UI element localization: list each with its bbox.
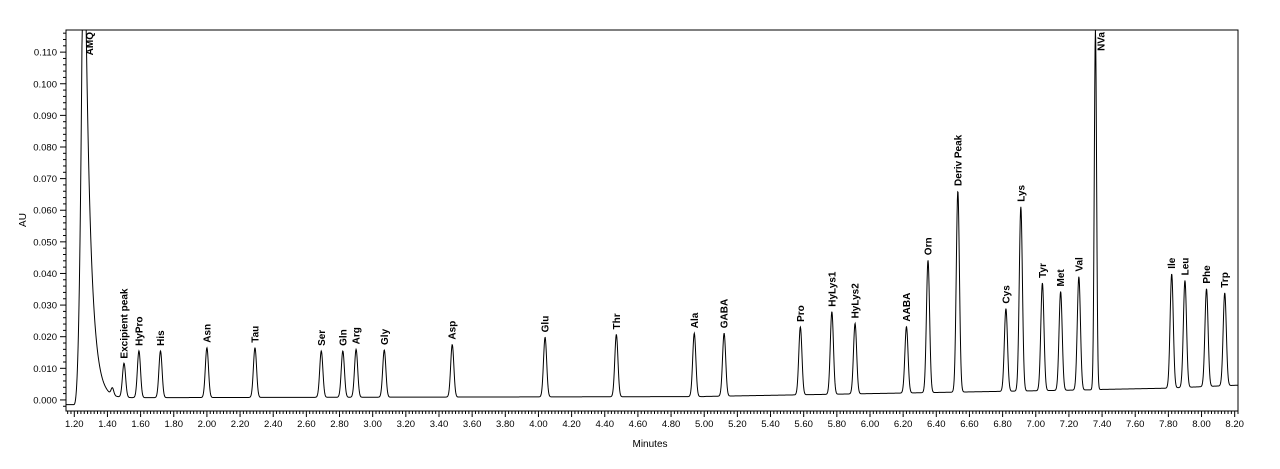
peak-label: Glu [541,316,552,333]
peak-label: Arg [352,327,363,344]
x-tick-label: 5.00 [695,419,714,430]
y-axis: 0.000 0.010 0.020 0.030 0.040 0.050 0.060 0.070… [33,32,66,407]
x-tick-label: 7.80 [1159,419,1178,430]
x-tick-label: 2.60 [297,419,316,430]
x-tick-label: 4.60 [629,419,648,430]
x-tick-label: 3.80 [496,419,515,430]
peak-label: Phe [1202,265,1213,284]
peak-label: Tyr [1038,263,1049,278]
x-tick-label: 1.40 [98,419,117,430]
x-tick-label: 2.00 [198,419,217,430]
y-tick-label: 0.110 [34,48,57,59]
peak-label: Orn [924,237,935,255]
x-tick-label: 7.00 [1027,419,1046,430]
peak-label: HyLys2 [851,283,862,319]
y-tick-label: 0.060 [33,206,57,217]
x-tick-label: 6.20 [894,419,913,430]
y-tick-label: 0.070 [33,174,57,185]
y-tick-label: 0.040 [33,269,57,280]
x-axis-title: Minutes [632,439,667,450]
peak-label: Excipient peak [120,288,131,358]
x-tick-label: 3.40 [430,419,449,430]
peak-label: NVa [1096,32,1107,51]
peak-label: Ser [317,330,328,346]
chromatogram-trace [66,29,1239,406]
y-tick-label: 0.020 [33,332,57,343]
peak-label: Cys [1001,285,1012,304]
x-tick-label: 3.20 [397,419,416,430]
x-tick-label: 1.80 [165,419,184,430]
y-tick-label: 0.030 [33,301,57,312]
x-tick-label: 6.80 [993,419,1012,430]
peak-label: Pro [796,305,807,322]
x-tick-label: 5.40 [761,419,780,430]
x-tick-label: 6.60 [960,419,979,430]
peak-labels: AMQ Excipient peak HyPro His Asn Tau Ser Gln Arg… [85,32,1231,359]
x-tick-label: 6.00 [861,419,880,430]
y-tick-label: 0.090 [33,111,57,122]
peak-label: Ala [690,312,701,328]
x-tick-label: 5.60 [794,419,813,430]
x-tick-label: 5.20 [728,419,747,430]
x-tick-label: 2.80 [330,419,349,430]
y-tick-label: 0.080 [33,142,57,153]
peak-label: Met [1056,269,1067,287]
peak-label: His [156,330,167,346]
peak-label: Gln [338,329,349,346]
peak-label: Gly [380,328,391,345]
y-tick-label: 0.100 [33,79,57,90]
peak-label: Leu [1180,258,1191,276]
x-tick-label: 6.40 [927,419,946,430]
x-tick-label: 3.00 [363,419,382,430]
peak-label: Asn [202,324,213,343]
peak-label: AMQ [85,32,96,56]
x-tick-label: 2.20 [231,419,250,430]
plot-frame [65,29,1239,412]
x-tick-label: 8.00 [1192,419,1211,430]
x-tick-label: 3.60 [463,419,482,430]
peak-label: Thr [612,313,623,329]
peak-label: GABA [720,299,731,328]
peak-label: Asp [448,321,459,340]
x-axis: 1.20 1.40 1.60 1.80 2.00 2.20 2.40 2.60 2.80 3.00… [65,411,1244,430]
y-tick-label: 0.050 [33,237,57,248]
x-tick-label: 2.40 [264,419,283,430]
peak-label: Ile [1167,257,1178,269]
x-tick-label: 4.80 [662,419,681,430]
x-tick-label: 7.60 [1126,419,1145,430]
x-tick-label: 1.20 [65,419,84,430]
x-tick-label: 5.80 [828,419,847,430]
x-tick-label: 4.20 [562,419,581,430]
y-tick-label: 0.000 [33,395,57,406]
x-tick-label: 7.20 [1060,419,1079,430]
x-tick-label: 1.60 [131,419,150,430]
peak-label: HyLys1 [827,271,838,307]
peak-label: Val [1074,257,1085,272]
peak-label: Deriv Peak [953,134,964,186]
plot-border [65,29,1239,412]
peak-label: Trp [1220,272,1231,288]
x-tick-label: 4.00 [529,419,548,430]
peak-label: Lys [1016,184,1027,201]
peak-label: AABA [902,293,913,322]
y-axis-title: AU [18,213,29,227]
y-tick-label: 0.010 [33,364,57,375]
x-tick-label: 8.20 [1225,419,1244,430]
peak-label: Tau [250,326,261,343]
peak-label: HyPro [134,316,145,345]
x-tick-label: 4.40 [596,419,615,430]
x-tick-label: 7.40 [1093,419,1112,430]
